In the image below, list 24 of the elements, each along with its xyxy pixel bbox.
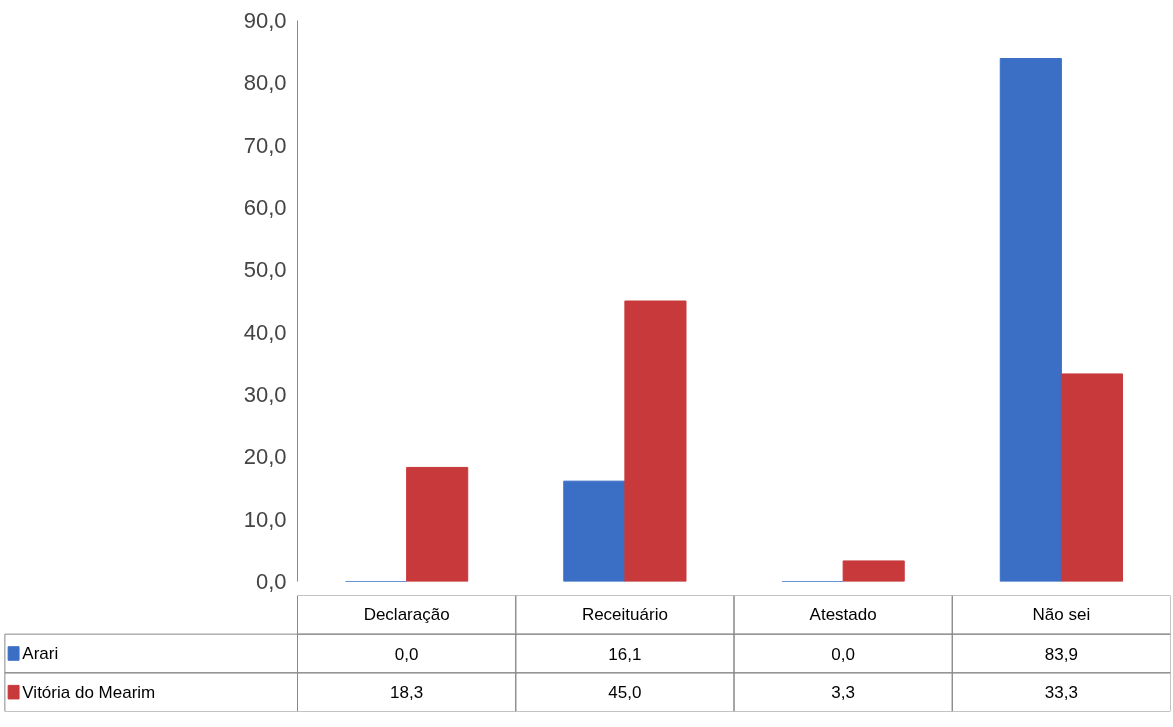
y-tick-label: 60,0 [243,195,287,220]
y-tick-label: 50,0 [243,257,287,283]
legend-label: Vitória do Mearim [22,682,156,702]
y-tick-label: 10,0 [243,506,287,532]
x-tick-label: Atestado [809,605,877,625]
legend-label: Arari [22,644,59,663]
x-tick-label: Receituário [581,605,668,625]
y-tick-label: 90,0 [243,8,287,33]
y-tick-label: 80,0 [243,70,287,96]
x-tick-label: Declaração [363,605,450,625]
data-label: 3,3 [831,683,855,703]
data-label: 0,0 [394,644,419,664]
y-tick-label: 20,0 [243,444,287,470]
data-label: 45,0 [608,683,642,703]
y-tick-label: 70,0 [243,132,287,158]
data-label: 18,3 [390,683,424,703]
data-label: 33,3 [1044,683,1078,703]
y-tick-label: 30,0 [243,382,287,407]
data-label: 16,1 [608,644,642,664]
data-label: 0,0 [831,644,855,664]
data-label: 83,9 [1044,644,1078,664]
y-tick-label: 40,0 [243,319,287,345]
x-tick-label: Não sei [1032,605,1091,625]
y-tick-label: 0,0 [255,569,287,594]
